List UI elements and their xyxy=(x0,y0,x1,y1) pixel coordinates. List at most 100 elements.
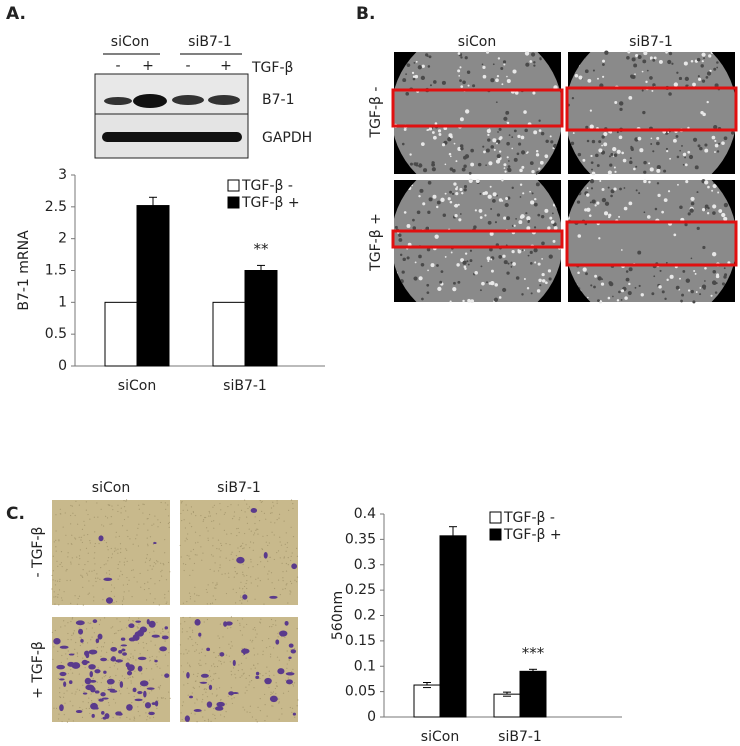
pore xyxy=(127,516,129,518)
pore xyxy=(131,596,133,598)
pore xyxy=(274,522,276,524)
pore xyxy=(206,679,208,681)
pore xyxy=(248,675,250,677)
pore xyxy=(243,672,245,674)
pore xyxy=(220,542,222,545)
cell xyxy=(541,241,545,246)
cell xyxy=(403,211,407,214)
pore xyxy=(160,562,162,564)
pore xyxy=(106,651,108,653)
pore xyxy=(150,577,152,580)
pore xyxy=(283,520,285,522)
pore xyxy=(229,559,231,561)
pore xyxy=(161,569,163,572)
stained-cell xyxy=(97,633,103,640)
pore xyxy=(287,557,289,559)
cell xyxy=(591,139,596,144)
pore xyxy=(224,573,226,575)
stained-cell xyxy=(285,672,295,676)
pore xyxy=(220,550,222,552)
pore xyxy=(189,574,191,576)
cell xyxy=(529,161,534,166)
y-tick-label: 0.3 xyxy=(354,557,376,573)
pore xyxy=(123,518,126,521)
pore xyxy=(217,570,220,572)
pore xyxy=(182,671,185,673)
pore xyxy=(85,628,88,630)
pore xyxy=(117,563,119,566)
cell xyxy=(656,136,660,140)
pore xyxy=(67,650,69,652)
pore xyxy=(247,567,250,569)
pore xyxy=(154,515,156,517)
cell xyxy=(649,57,652,60)
pore xyxy=(219,623,222,625)
pore xyxy=(117,548,119,550)
pore xyxy=(66,579,68,582)
stained-cell xyxy=(284,620,289,626)
cell xyxy=(574,73,579,78)
cell xyxy=(723,275,727,279)
pore xyxy=(152,543,154,545)
pore xyxy=(152,565,155,567)
cell xyxy=(488,128,491,131)
pore xyxy=(89,622,91,625)
pore xyxy=(143,523,145,525)
pore xyxy=(292,503,294,505)
pore xyxy=(211,520,213,522)
cell xyxy=(667,131,670,134)
pore xyxy=(289,590,291,592)
cell xyxy=(608,281,614,287)
pore xyxy=(242,571,244,573)
cell xyxy=(511,186,514,190)
pore xyxy=(119,621,121,623)
pore xyxy=(160,501,162,504)
pore xyxy=(199,535,201,537)
cell xyxy=(639,148,644,153)
pore xyxy=(275,693,277,695)
stained-cell xyxy=(120,637,126,641)
pore xyxy=(153,631,155,633)
pore xyxy=(94,552,96,554)
cell xyxy=(406,223,411,228)
pore xyxy=(201,701,203,703)
pore xyxy=(180,653,182,655)
pore xyxy=(217,539,220,541)
stained-cell xyxy=(68,680,73,685)
cell xyxy=(453,281,456,285)
pore xyxy=(257,528,259,530)
pore xyxy=(144,583,146,585)
cell xyxy=(601,144,603,147)
pore xyxy=(261,548,263,550)
cell xyxy=(613,187,617,191)
pore xyxy=(131,569,133,572)
cell xyxy=(503,167,506,169)
pore xyxy=(282,571,284,573)
stained-cell xyxy=(290,649,297,654)
pore xyxy=(255,719,257,721)
pore xyxy=(59,687,61,689)
pore xyxy=(231,702,234,705)
pore xyxy=(273,558,275,561)
cell xyxy=(533,202,538,207)
pore xyxy=(72,705,74,707)
pore xyxy=(279,593,281,596)
pore xyxy=(256,564,259,566)
pore xyxy=(186,652,188,654)
cell xyxy=(498,255,503,259)
cell xyxy=(463,164,467,169)
pore xyxy=(191,692,193,694)
stained-cell xyxy=(98,535,104,542)
pore xyxy=(181,519,183,522)
cell xyxy=(432,194,437,199)
pore xyxy=(63,692,65,694)
cell xyxy=(628,267,633,272)
stained-cell xyxy=(103,670,107,674)
pore xyxy=(123,591,125,593)
y-tick-label: 0.2 xyxy=(354,608,376,624)
pore xyxy=(204,687,206,690)
pore xyxy=(232,588,234,590)
pore xyxy=(261,500,263,503)
stained-cell xyxy=(59,645,69,649)
pore xyxy=(235,555,238,557)
